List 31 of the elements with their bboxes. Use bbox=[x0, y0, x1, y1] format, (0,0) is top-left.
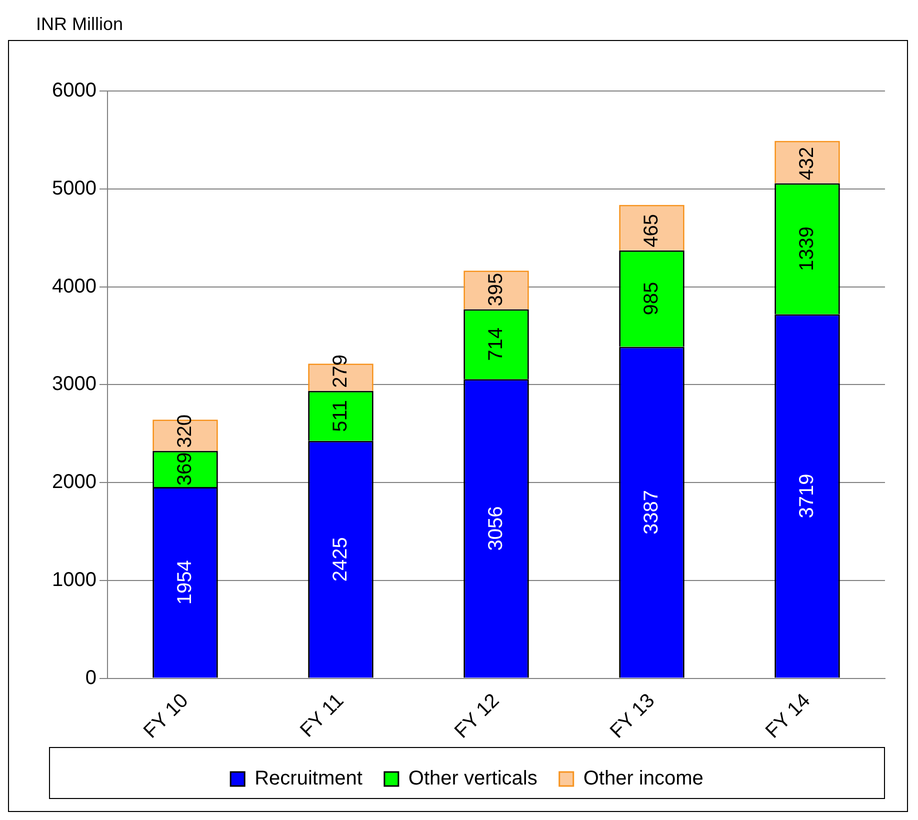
data-label: 320 bbox=[174, 414, 196, 448]
data-label: 369 bbox=[174, 452, 196, 486]
y-tick-label: 0 bbox=[85, 666, 96, 689]
x-tick-label: FY 10 bbox=[140, 690, 193, 743]
y-tick-label: 1000 bbox=[52, 568, 96, 591]
y-tick-label: 4000 bbox=[52, 275, 96, 298]
data-label: 985 bbox=[640, 282, 662, 316]
legend-label: Other income bbox=[583, 768, 704, 790]
data-label: 714 bbox=[484, 328, 507, 361]
data-label: 511 bbox=[329, 400, 352, 432]
x-tick-label: FY 13 bbox=[606, 690, 660, 743]
data-label: 3387 bbox=[640, 490, 662, 535]
data-label: 3719 bbox=[796, 474, 818, 518]
data-label: 2425 bbox=[329, 537, 352, 582]
data-label: 279 bbox=[329, 354, 352, 388]
legend-label: Other verticals bbox=[408, 768, 538, 790]
y-tick-label: 6000 bbox=[52, 80, 96, 102]
x-tick-label: FY 14 bbox=[762, 690, 815, 743]
data-label: 1339 bbox=[796, 226, 818, 271]
y-tick-label: 5000 bbox=[52, 177, 96, 200]
data-label: 395 bbox=[484, 272, 507, 306]
legend-label: Recruitment bbox=[254, 768, 363, 790]
x-tick-label: FY 11 bbox=[296, 690, 348, 742]
data-label: 3056 bbox=[484, 506, 507, 551]
data-label: 465 bbox=[640, 214, 662, 248]
data-label: 432 bbox=[796, 146, 818, 180]
y-axis-title: INR Million bbox=[35, 13, 124, 36]
y-tick-label: 2000 bbox=[52, 471, 96, 494]
y-tick-label: 3000 bbox=[52, 373, 96, 396]
x-tick-label: FY 12 bbox=[450, 690, 504, 743]
data-label: 1954 bbox=[174, 560, 196, 605]
